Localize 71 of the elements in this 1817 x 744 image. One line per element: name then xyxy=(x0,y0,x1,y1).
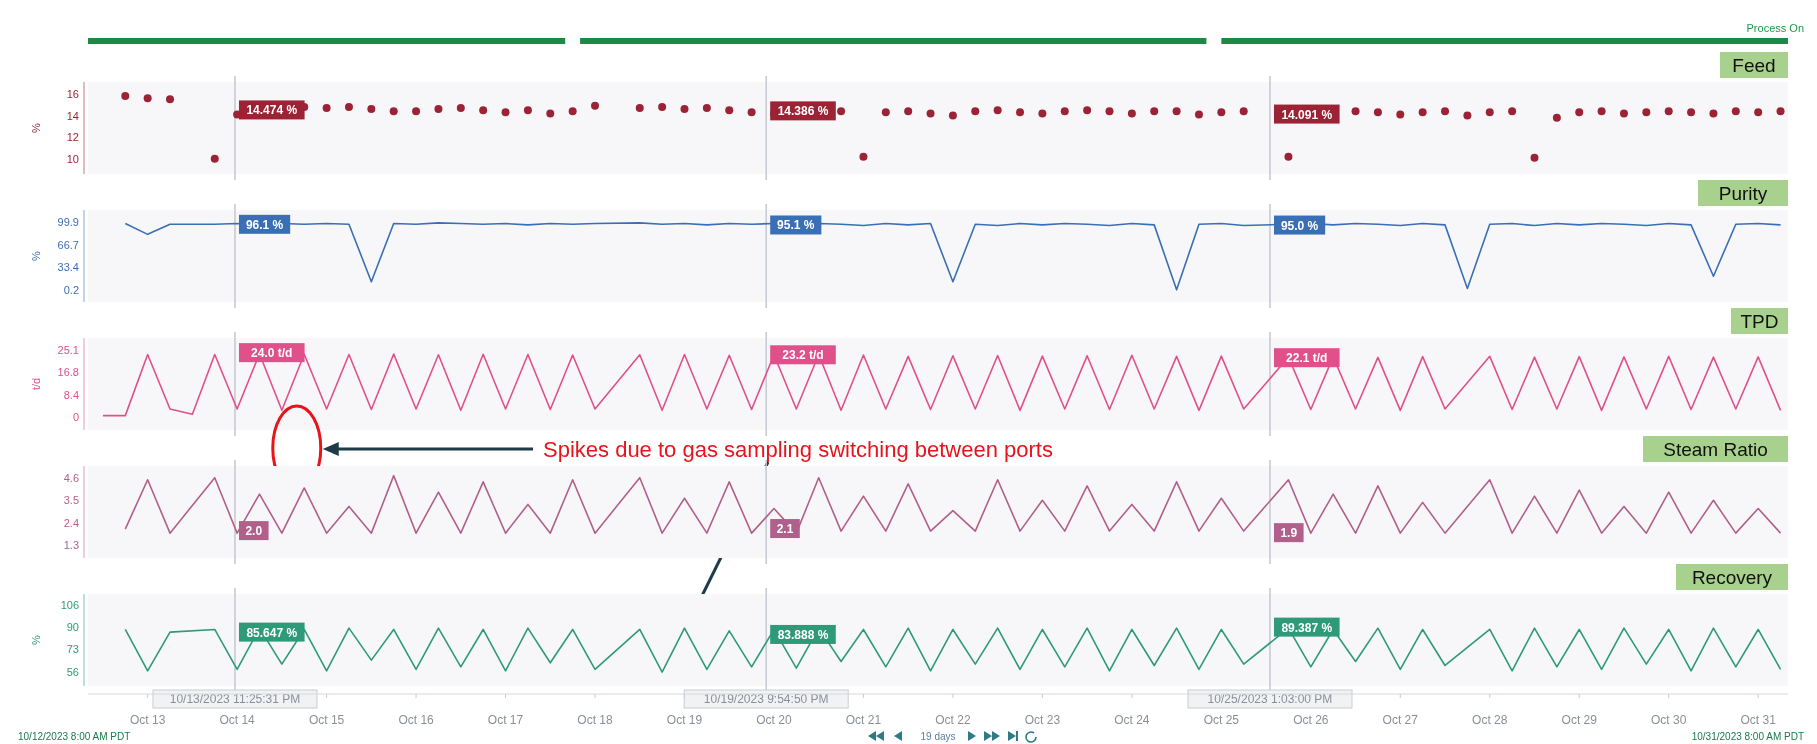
chart-title: Recovery xyxy=(1691,567,1773,588)
x-tick-label: Oct 16 xyxy=(398,713,435,727)
y-tick-label: 90 xyxy=(66,620,79,633)
x-tick-label: Oct 21 xyxy=(845,713,882,727)
x-tick-label: Oct 23 xyxy=(1024,713,1061,727)
annotation: 95.1 % xyxy=(777,218,815,233)
y-tick-label: 0.2 xyxy=(63,283,79,296)
text: 19 days xyxy=(920,731,956,742)
y-tick-label: 12 xyxy=(66,131,79,144)
annotation: 96.1 % xyxy=(245,217,284,232)
annotation: 89.387 % xyxy=(1281,620,1333,635)
x-tick-label: Oct 14 xyxy=(219,713,256,727)
y-tick-label: 56 xyxy=(66,666,79,679)
y-tick-label: 66.7 xyxy=(57,238,79,251)
chart-title: Feed xyxy=(1732,55,1776,76)
y-tick-label: 10 xyxy=(66,152,79,165)
annotation: 24.0 t/d xyxy=(251,346,293,361)
x-tick-label: Oct 18 xyxy=(577,713,614,727)
x-tick-label: Oct 13 xyxy=(129,713,166,727)
y-tick-label: 16 xyxy=(66,87,79,100)
annotation: 2.1 xyxy=(776,522,794,537)
x-tick-label: Oct 29 xyxy=(1561,713,1598,727)
y-tick-label: 3.5 xyxy=(63,494,79,507)
x-tick-label: Oct 26 xyxy=(1293,713,1329,727)
annotation: 85.647 % xyxy=(246,625,298,640)
y-tick-label: 1.3 xyxy=(63,539,79,552)
annotation: 1.9 xyxy=(1280,526,1298,541)
y-tick-label: 4.6 xyxy=(63,471,79,484)
chart-title: Purity xyxy=(1718,183,1768,204)
x-tick-label: Oct 30 xyxy=(1651,713,1687,727)
ref-line-label: 10/13/2023 11:25:31 PM xyxy=(169,692,301,706)
x-tick-label: Oct 19 xyxy=(666,713,703,727)
text: 10/31/2023 8:00 AM PDT xyxy=(1691,731,1804,742)
y-axis-title: % xyxy=(30,250,42,261)
x-tick-label: Oct 28 xyxy=(1472,713,1508,727)
x-tick-label: Oct 22 xyxy=(935,713,971,727)
y-tick-label: 0 xyxy=(72,410,79,423)
text: 10/12/2023 8:00 AM PDT xyxy=(18,731,131,742)
chart-title: Steam Ratio xyxy=(1663,439,1768,460)
y-tick-label: 106 xyxy=(60,599,79,612)
annotation: 95.0 % xyxy=(1280,218,1319,233)
y-tick-label: 73 xyxy=(66,643,79,656)
annotation: 23.2 t/d xyxy=(782,348,824,363)
y-tick-label: 25.1 xyxy=(57,344,79,357)
annotation: 14.386 % xyxy=(777,104,829,119)
y-tick-label: 2.4 xyxy=(63,516,79,529)
x-tick-label: Oct 15 xyxy=(308,713,345,727)
ref-line-label: 10/19/2023 9:54:50 PM xyxy=(703,692,829,706)
text: Spikes due to gas sampling switching between ports xyxy=(543,437,1053,462)
y-tick-label: 99.9 xyxy=(57,216,79,229)
annotation: 83.888 % xyxy=(777,627,829,642)
y-tick-label: 16.8 xyxy=(57,366,79,379)
y-tick-label: 8.4 xyxy=(63,388,79,401)
annotation: 14.091 % xyxy=(1281,107,1333,122)
annotation: 22.1 t/d xyxy=(1286,351,1328,366)
y-axis-title: t/d xyxy=(30,377,42,391)
text: Process On xyxy=(1746,22,1804,34)
x-tick-label: Oct 17 xyxy=(487,713,524,727)
x-tick-label: Oct 20 xyxy=(756,713,792,727)
y-axis-title: % xyxy=(30,122,42,133)
x-tick-label: Oct 31 xyxy=(1740,713,1777,727)
annotation: 2.0 xyxy=(245,524,263,539)
x-tick-label: Oct 25 xyxy=(1203,713,1240,727)
x-tick-label: Oct 27 xyxy=(1382,713,1419,727)
ref-line-label: 10/25/2023 1:03:00 PM xyxy=(1207,692,1333,706)
y-tick-label: 33.4 xyxy=(57,261,79,274)
x-tick-label: Oct 24 xyxy=(1114,713,1150,727)
y-tick-label: 14 xyxy=(66,109,79,122)
chart-title: TPD xyxy=(1740,311,1779,332)
annotation: 14.474 % xyxy=(246,103,298,118)
y-axis-title: % xyxy=(30,634,42,645)
